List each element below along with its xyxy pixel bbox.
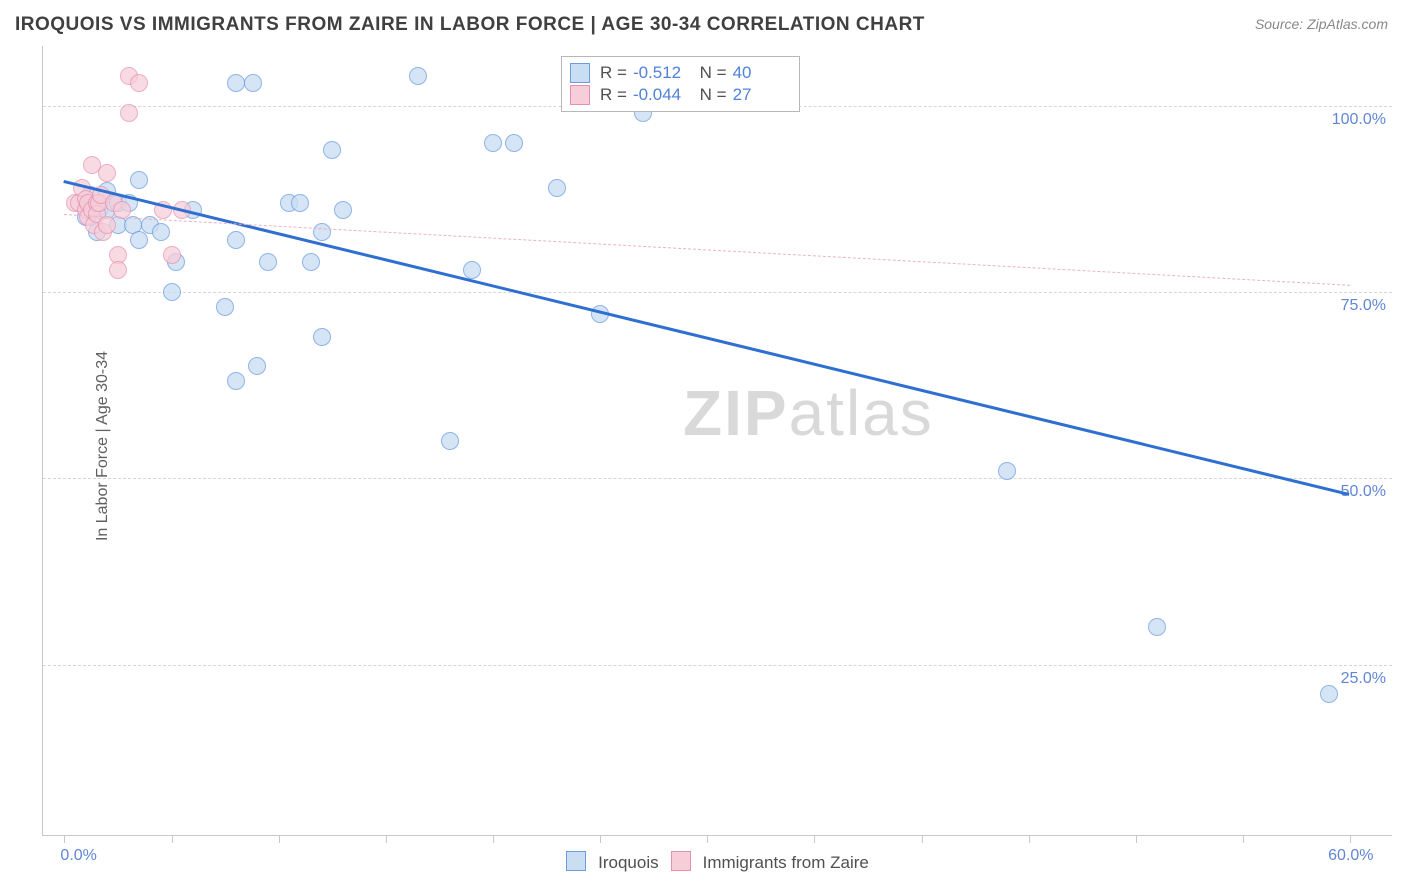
trendline-zaire [64,214,1350,286]
data-point-iroquois [313,223,331,241]
legend-stats: R = -0.512 N = 40 R = -0.044 N = 27 [561,56,800,112]
legend-row-iroquois: R = -0.512 N = 40 [570,62,789,84]
legend-r-label: R = [600,84,627,106]
x-tick [1136,835,1137,843]
data-point-iroquois [259,253,277,271]
data-point-iroquois [130,171,148,189]
plot-area: ZIPatlas 25.0%50.0%75.0%100.0%0.0%60.0%R… [42,46,1392,836]
x-tick [707,835,708,843]
legend-r-value-iroquois: -0.512 [633,62,689,84]
x-tick [1243,835,1244,843]
trendline-iroquois [64,180,1350,496]
legend-swatch-zaire [570,85,590,105]
gridline [43,665,1392,666]
legend-bottom-swatch-zaire [671,851,691,871]
x-tick [600,835,601,843]
data-point-iroquois [463,261,481,279]
legend-series: Iroquois Immigrants from Zaire [43,851,1392,873]
data-point-zaire [109,261,127,279]
data-point-iroquois [484,134,502,152]
x-tick [814,835,815,843]
data-point-iroquois [130,231,148,249]
data-point-iroquois [302,253,320,271]
legend-bottom-label-zaire: Immigrants from Zaire [703,853,869,872]
data-point-zaire [163,246,181,264]
x-tick [279,835,280,843]
data-point-iroquois [248,357,266,375]
source-label: Source: ZipAtlas.com [1255,16,1388,32]
data-point-zaire [130,74,148,92]
x-tick [172,835,173,843]
legend-swatch-iroquois [570,63,590,83]
x-tick [64,835,65,843]
data-point-iroquois [334,201,352,219]
legend-r-value-zaire: -0.044 [633,84,689,106]
legend-n-value-zaire: 27 [733,84,789,106]
data-point-iroquois [163,283,181,301]
data-point-iroquois [548,179,566,197]
legend-bottom-swatch-iroquois [566,851,586,871]
watermark: ZIPatlas [683,376,934,450]
data-point-iroquois [152,223,170,241]
data-point-iroquois [291,194,309,212]
data-point-zaire [120,104,138,122]
legend-n-value-iroquois: 40 [733,62,789,84]
data-point-zaire [98,216,116,234]
x-tick [386,835,387,843]
data-point-iroquois [505,134,523,152]
gridline [43,292,1392,293]
data-point-iroquois [1320,685,1338,703]
data-point-iroquois [227,372,245,390]
data-point-iroquois [323,141,341,159]
legend-bottom-label-iroquois: Iroquois [598,853,658,872]
data-point-iroquois [313,328,331,346]
legend-n-label: N = [695,84,727,106]
y-tick-label: 100.0% [1332,111,1386,129]
data-point-iroquois [227,231,245,249]
data-point-iroquois [998,462,1016,480]
x-tick [1029,835,1030,843]
legend-r-label: R = [600,62,627,84]
x-tick [922,835,923,843]
gridline [43,478,1392,479]
y-tick-label: 25.0% [1341,670,1386,688]
watermark-part1: ZIP [683,377,789,449]
data-point-iroquois [441,432,459,450]
data-point-iroquois [1148,618,1166,636]
data-point-iroquois [244,74,262,92]
data-point-iroquois [216,298,234,316]
y-tick-label: 75.0% [1341,297,1386,315]
data-point-iroquois [409,67,427,85]
legend-row-zaire: R = -0.044 N = 27 [570,84,789,106]
x-tick [1350,835,1351,843]
legend-n-label: N = [695,62,727,84]
data-point-zaire [98,164,116,182]
x-tick [493,835,494,843]
data-point-iroquois [227,74,245,92]
chart-title: IROQUOIS VS IMMIGRANTS FROM ZAIRE IN LAB… [15,14,1391,36]
